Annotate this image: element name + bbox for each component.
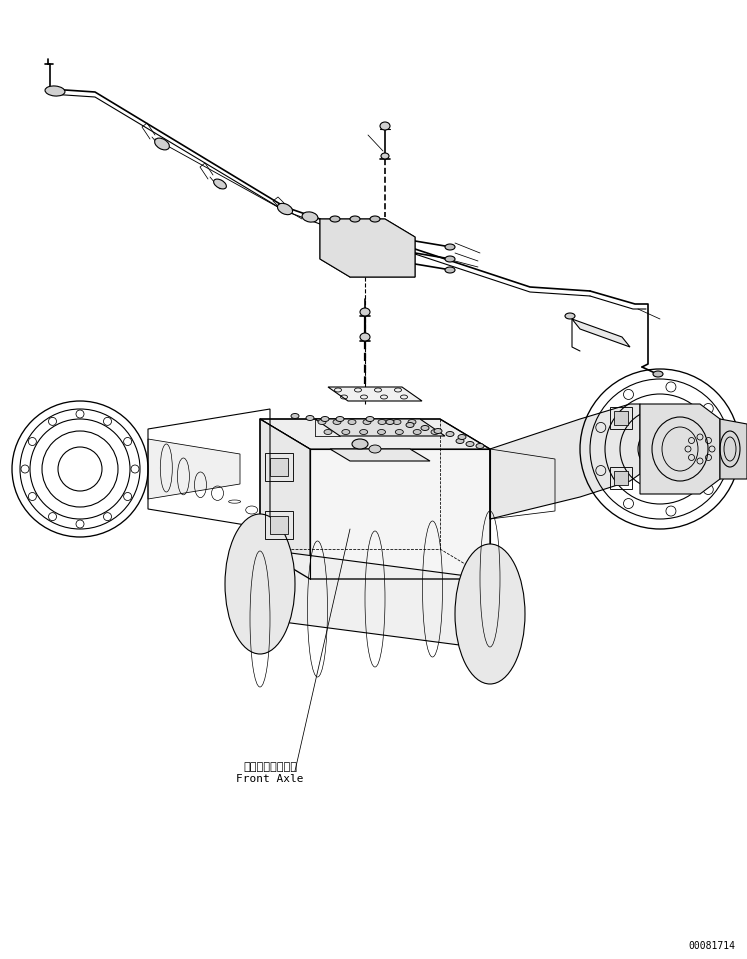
Polygon shape (330, 449, 430, 461)
Polygon shape (320, 219, 415, 277)
Ellipse shape (378, 419, 386, 425)
Ellipse shape (333, 419, 341, 425)
Ellipse shape (359, 430, 368, 434)
Text: フロントアクスル: フロントアクスル (243, 762, 297, 772)
Bar (270, 516, 288, 534)
Ellipse shape (446, 432, 454, 436)
Ellipse shape (366, 416, 374, 422)
Bar (614, 471, 628, 485)
Ellipse shape (342, 430, 350, 434)
Ellipse shape (455, 544, 525, 684)
Ellipse shape (377, 430, 385, 434)
Polygon shape (260, 419, 490, 449)
Ellipse shape (408, 419, 416, 425)
Polygon shape (572, 319, 630, 347)
Ellipse shape (321, 416, 329, 422)
Text: Front Axle: Front Axle (236, 774, 304, 784)
Bar (265, 453, 293, 481)
Bar (610, 407, 632, 429)
Ellipse shape (318, 419, 326, 425)
Polygon shape (328, 387, 422, 401)
Ellipse shape (421, 426, 429, 431)
Polygon shape (315, 419, 445, 436)
Ellipse shape (466, 441, 474, 447)
Ellipse shape (306, 415, 314, 420)
Ellipse shape (369, 445, 381, 453)
Ellipse shape (277, 203, 293, 215)
Ellipse shape (348, 419, 356, 425)
Ellipse shape (363, 419, 371, 425)
Ellipse shape (45, 86, 65, 96)
Ellipse shape (413, 430, 421, 434)
Polygon shape (310, 449, 490, 579)
Ellipse shape (336, 416, 344, 422)
Ellipse shape (330, 216, 340, 222)
Ellipse shape (431, 430, 439, 434)
Ellipse shape (386, 419, 394, 425)
Ellipse shape (393, 419, 401, 425)
Ellipse shape (381, 153, 389, 159)
Ellipse shape (445, 256, 455, 262)
Ellipse shape (360, 308, 370, 316)
Ellipse shape (350, 216, 360, 222)
Ellipse shape (302, 212, 318, 222)
Bar (614, 411, 628, 425)
Polygon shape (148, 439, 240, 499)
Ellipse shape (445, 244, 455, 250)
Ellipse shape (352, 439, 368, 449)
Polygon shape (260, 419, 310, 579)
Ellipse shape (370, 216, 380, 222)
Polygon shape (720, 419, 747, 479)
Ellipse shape (291, 413, 299, 418)
Ellipse shape (214, 179, 226, 189)
Ellipse shape (225, 514, 295, 654)
Ellipse shape (476, 443, 484, 449)
Bar (270, 458, 288, 476)
Ellipse shape (456, 438, 464, 443)
Ellipse shape (434, 429, 442, 433)
Ellipse shape (324, 430, 332, 434)
Polygon shape (260, 549, 490, 649)
Ellipse shape (565, 313, 575, 319)
Ellipse shape (406, 423, 414, 428)
Ellipse shape (458, 434, 466, 439)
Text: 00081714: 00081714 (688, 941, 735, 951)
Ellipse shape (360, 333, 370, 341)
Bar (610, 467, 632, 489)
Bar (265, 511, 293, 539)
Ellipse shape (155, 138, 170, 150)
Ellipse shape (445, 267, 455, 273)
Polygon shape (640, 404, 720, 494)
Ellipse shape (380, 122, 390, 130)
Ellipse shape (395, 430, 403, 434)
Polygon shape (490, 404, 640, 519)
Ellipse shape (653, 371, 663, 377)
